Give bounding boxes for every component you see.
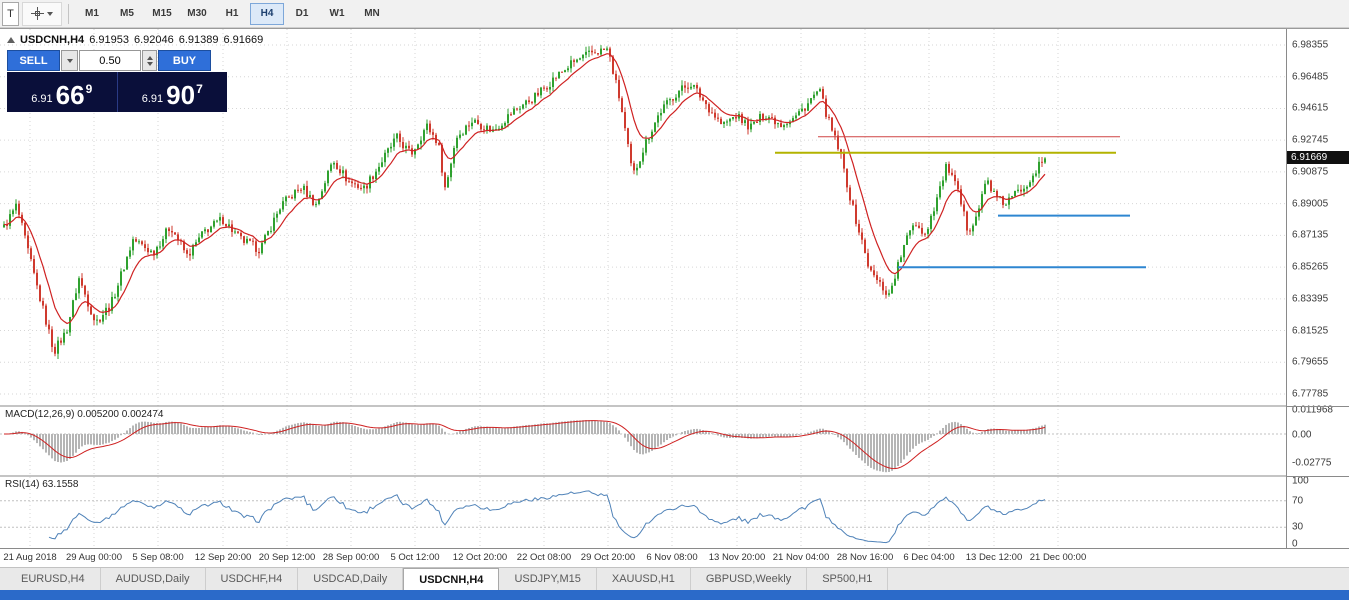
axis-label: 30 [1292, 521, 1304, 533]
timeframe-buttons: M1 M5 M15 M30 H1 H4 D1 W1 MN [75, 2, 389, 25]
rsi-indicator-label: RSI(14) 63.1558 [5, 479, 79, 490]
sell-button[interactable]: SELL [7, 50, 60, 71]
time-tick-label: 6 Dec 04:00 [903, 552, 955, 563]
buy-price-small: 6.91 [141, 93, 164, 105]
toolbar-separator [68, 3, 69, 24]
chart-tab-gbpusd-weekly[interactable]: GBPUSD,Weekly [691, 568, 808, 590]
time-tick-label: 5 Sep 08:00 [132, 552, 184, 563]
axis-label: 0.011968 [1292, 404, 1333, 416]
axis-label: 70 [1292, 495, 1304, 507]
lot-spinner[interactable] [142, 50, 157, 71]
axis-label: 6.90875 [1292, 166, 1329, 178]
lot-dropdown-button[interactable] [61, 50, 78, 71]
time-tick-label: 28 Sep 00:00 [322, 552, 380, 563]
spin-up-icon [146, 55, 153, 60]
chart-tab-xauusd-h1[interactable]: XAUUSD,H1 [597, 568, 691, 590]
ohlc-close: 6.91669 [223, 34, 264, 46]
pane-separator[interactable] [1287, 476, 1349, 477]
timeframe-button-w1[interactable]: W1 [329, 8, 345, 19]
toolbar-grip[interactable]: T [2, 1, 19, 26]
axis-label: 6.98355 [1292, 39, 1329, 51]
buy-price-pip: 7 [196, 82, 203, 96]
timeframe-button-mn[interactable]: MN [364, 8, 380, 19]
axis-label: 6.77785 [1292, 388, 1329, 400]
axis-label: 6.83395 [1292, 293, 1329, 305]
time-tick-label: 21 Nov 04:00 [772, 552, 830, 563]
time-tick-label: 29 Aug 00:00 [66, 552, 122, 563]
axis-label: -0.02775 [1292, 457, 1332, 469]
ohlc-high: 6.92046 [133, 34, 174, 46]
chart-tools-button[interactable] [22, 1, 62, 26]
chart-title: USDCNH,H4 6.91953 6.92046 6.91389 6.9166… [7, 34, 263, 46]
macd-indicator-label: MACD(12,26,9) 0.005200 0.002474 [5, 409, 164, 420]
chart-tab-usdchf-h4[interactable]: USDCHF,H4 [206, 568, 299, 590]
chart-tab-usdcad-daily[interactable]: USDCAD,Daily [298, 568, 404, 590]
chevron-down-icon [47, 11, 53, 16]
time-tick-label: 12 Oct 20:00 [452, 552, 508, 563]
time-tick-label: 5 Oct 12:00 [390, 552, 440, 563]
one-click-trading-panel: SELL BUY 6.91 66 9 6.91 90 [7, 50, 227, 112]
time-tick-label: 12 Sep 20:00 [194, 552, 252, 563]
time-axis[interactable]: 21 Aug 2018 29 Aug 00:00 5 Sep 08:00 12 Sep… [0, 548, 1349, 567]
sell-price-pip: 9 [85, 82, 93, 96]
price-chart[interactable] [0, 29, 1286, 549]
chevron-down-icon [66, 58, 73, 63]
ohlc-low: 6.91389 [178, 34, 219, 46]
crosshair-icon [31, 7, 44, 20]
symbol-name: USDCNH,H4 [20, 34, 85, 46]
lot-size-input[interactable] [79, 50, 141, 71]
ohlc-open: 6.91953 [89, 34, 129, 46]
time-tick-label: 22 Oct 08:00 [516, 552, 572, 563]
sell-price-display[interactable]: 6.91 66 9 [7, 72, 117, 112]
axis-label: 6.85265 [1292, 261, 1329, 273]
axis-label: 0 [1292, 538, 1298, 550]
bid-ask-display: 6.91 66 9 6.91 90 7 [7, 72, 227, 112]
axis-label: 0.00 [1292, 429, 1312, 441]
timeframe-button-d1[interactable]: D1 [295, 8, 309, 19]
buy-button[interactable]: BUY [158, 50, 211, 71]
buy-price-display[interactable]: 6.91 90 7 [118, 72, 228, 112]
axis-label: 6.87135 [1292, 229, 1329, 241]
one-click-toggle-icon[interactable] [7, 37, 15, 43]
chart-tab-eurusd-h4[interactable]: EURUSD,H4 [6, 568, 101, 590]
axis-label: 100 [1292, 475, 1309, 487]
time-tick-label: 29 Oct 20:00 [580, 552, 636, 563]
axis-label: 6.94615 [1292, 102, 1329, 114]
axis-label: 6.79655 [1292, 356, 1329, 368]
time-tick-label: 28 Nov 16:00 [836, 552, 894, 563]
timeframe-button-m15[interactable]: M15 [152, 8, 172, 19]
time-tick-label: 13 Nov 20:00 [708, 552, 766, 563]
time-tick-label: 21 Aug 2018 [3, 552, 57, 563]
price-divider [116, 72, 118, 112]
timeframe-button-m1[interactable]: M1 [85, 8, 99, 19]
chart-window[interactable]: USDCNH,H4 6.91953 6.92046 6.91389 6.9166… [0, 28, 1349, 550]
timeframe-toolbar: T M1 M5 M15 M30 H1 H4 D1 W1 MN [0, 0, 1349, 28]
timeframe-button-h4[interactable]: H4 [250, 2, 284, 25]
axis-label: 6.92745 [1292, 134, 1329, 146]
axis-label: 6.89005 [1292, 198, 1329, 210]
timeframe-button-h1[interactable]: H1 [225, 8, 239, 19]
timeframe-button-m5[interactable]: M5 [120, 8, 134, 19]
sell-price-small: 6.91 [31, 93, 53, 105]
chart-tab-sp500-h1[interactable]: SP500,H1 [807, 568, 889, 590]
pane-separator[interactable] [1287, 406, 1349, 407]
chart-tab-usdcnh-h4[interactable]: USDCNH,H4 [403, 568, 500, 590]
axis-label: 6.81525 [1292, 325, 1329, 337]
timeframe-button-m30[interactable]: M30 [187, 8, 207, 19]
chart-tab-audusd-daily[interactable]: AUDUSD,Daily [101, 568, 206, 590]
buy-price-big: 90 [166, 80, 196, 110]
time-tick-label: 13 Dec 12:00 [965, 552, 1023, 563]
price-scale[interactable]: 6.98355 6.96485 6.94615 6.92745 6.90875 6.890… [1286, 29, 1349, 550]
time-tick-label: 20 Sep 12:00 [258, 552, 316, 563]
chart-tab-usdjpy-m15[interactable]: USDJPY,M15 [499, 568, 597, 590]
spin-down-icon [146, 61, 153, 66]
sell-price-big: 66 [55, 80, 85, 110]
time-tick-label: 21 Dec 00:00 [1029, 552, 1087, 563]
chart-tab-bar: EURUSD,H4 AUDUSD,Daily USDCHF,H4 USDCAD,Dai… [0, 567, 1349, 590]
current-price-tag: 6.91669 [1287, 151, 1349, 164]
status-bar [0, 590, 1349, 600]
axis-label: 6.96485 [1292, 71, 1329, 83]
time-tick-label: 6 Nov 08:00 [646, 552, 698, 563]
